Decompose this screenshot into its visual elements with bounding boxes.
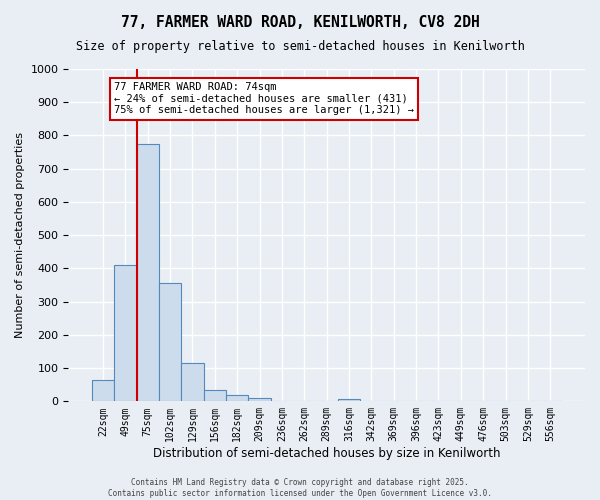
Bar xyxy=(114,265,137,402)
Text: 77, FARMER WARD ROAD, KENILWORTH, CV8 2DH: 77, FARMER WARD ROAD, KENILWORTH, CV8 2D… xyxy=(121,15,479,30)
Bar xyxy=(338,398,360,402)
Bar xyxy=(137,144,159,402)
Y-axis label: Number of semi-detached properties: Number of semi-detached properties xyxy=(15,132,25,338)
Bar xyxy=(181,363,203,402)
Text: Contains HM Land Registry data © Crown copyright and database right 2025.
Contai: Contains HM Land Registry data © Crown c… xyxy=(108,478,492,498)
X-axis label: Distribution of semi-detached houses by size in Kenilworth: Distribution of semi-detached houses by … xyxy=(153,447,500,460)
Text: Size of property relative to semi-detached houses in Kenilworth: Size of property relative to semi-detach… xyxy=(76,40,524,53)
Bar xyxy=(248,398,271,402)
Bar xyxy=(226,396,248,402)
Bar xyxy=(203,390,226,402)
Text: 77 FARMER WARD ROAD: 74sqm
← 24% of semi-detached houses are smaller (431)
75% o: 77 FARMER WARD ROAD: 74sqm ← 24% of semi… xyxy=(114,82,414,116)
Bar xyxy=(92,380,114,402)
Bar xyxy=(159,284,181,402)
